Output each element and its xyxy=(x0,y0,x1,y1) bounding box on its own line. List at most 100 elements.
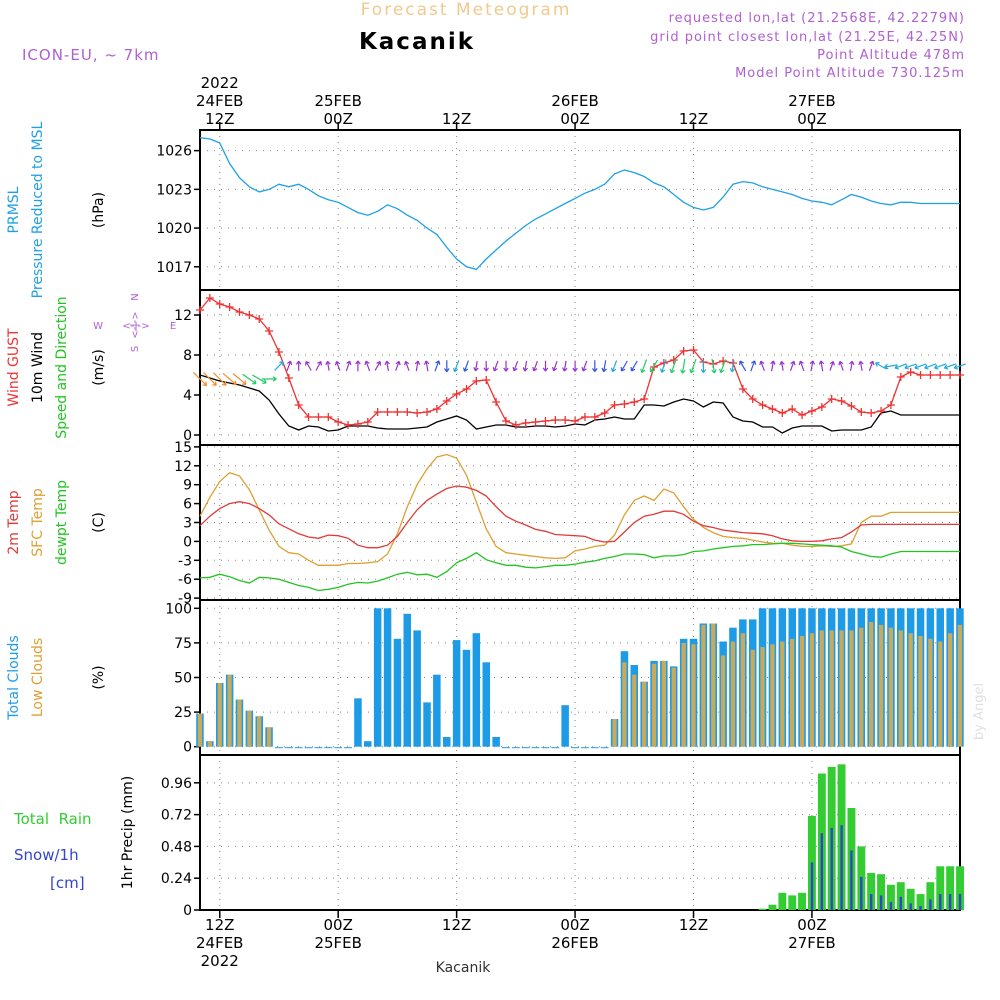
axis-label: (m/s) xyxy=(91,349,107,386)
wind-gust-marker xyxy=(196,306,204,314)
wind-gust-marker xyxy=(423,408,432,416)
wind-gust-marker xyxy=(413,409,422,417)
total-cloud-bar xyxy=(373,608,382,747)
rain-bar xyxy=(778,892,787,910)
wind-gust-marker xyxy=(788,405,797,413)
signature: by Angel xyxy=(972,683,987,740)
rain-bar xyxy=(768,904,777,910)
model-altitude: Model Point Altitude 730.125m xyxy=(735,66,965,81)
wind-gust-marker xyxy=(817,403,826,411)
wind-direction-arrow xyxy=(463,360,469,372)
wind-direction-arrow xyxy=(384,360,390,372)
wind-gust-marker xyxy=(956,371,964,379)
total-cloud-bar xyxy=(472,633,481,747)
y-tick-label: 1020 xyxy=(156,221,192,237)
snow-bar xyxy=(879,895,883,910)
x-tick-label-bottom: 24FEB xyxy=(196,934,243,952)
axis-label: 10m Wind xyxy=(30,332,46,403)
wind-direction-arrow xyxy=(739,360,747,372)
footer-location: Kacanik xyxy=(436,960,492,976)
temperature-panel: -9 -6 -3 0 3 6 9 12 15 2m Temp SFC Temp dewpt Temp (… xyxy=(6,440,961,607)
total-cloud-bar xyxy=(462,649,471,747)
wind-direction-arrow xyxy=(581,360,588,372)
wind-gust-marker xyxy=(946,371,955,379)
y-tick-label: 9 xyxy=(183,478,192,494)
wind-direction-arrow xyxy=(503,360,509,372)
snow-bar xyxy=(939,894,942,910)
axis-label: (%) xyxy=(91,665,107,689)
x-tick-label-bottom: 25FEB xyxy=(314,934,361,952)
y-tick-label: 6 xyxy=(183,497,192,513)
low-cloud-bar xyxy=(612,719,617,747)
low-cloud-bar xyxy=(681,642,686,747)
pressure-line xyxy=(199,137,960,271)
low-cloud-bar xyxy=(780,641,785,747)
y-tick-label: 12 xyxy=(174,459,192,475)
panel-frame xyxy=(199,599,961,756)
wind-direction-arrow xyxy=(232,373,247,386)
wind-gust-marker xyxy=(580,413,589,421)
low-cloud-bar xyxy=(869,622,874,747)
wind-gust-marker xyxy=(867,409,876,417)
x-tick-label-top: 2022 xyxy=(201,74,239,92)
wind-direction-arrow xyxy=(532,360,538,372)
low-cloud-bar xyxy=(247,710,252,747)
snow-bar xyxy=(958,894,962,910)
wind-gust-marker xyxy=(630,398,639,406)
wind-gust-marker xyxy=(561,416,570,424)
x-tick-label-top: 00Z xyxy=(560,110,589,128)
low-cloud-bar xyxy=(642,681,647,747)
wind-panel: N S W E <-|-> <-|-> 0 4 8 12 Wind GUST 10m Wi… xyxy=(6,289,966,446)
wind-direction-arrow xyxy=(295,360,302,371)
wind-direction-arrow xyxy=(789,360,796,372)
low-cloud-bar xyxy=(878,624,884,747)
wind-gust-marker xyxy=(679,347,688,355)
y-tick-label: 1026 xyxy=(156,144,192,160)
low-cloud-bar xyxy=(938,641,943,747)
temp-2m-line xyxy=(199,485,960,549)
x-tick-label-bottom: 00Z xyxy=(560,916,589,934)
axis-label: Speed and Direction xyxy=(54,296,70,438)
y-tick-label: 3 xyxy=(183,516,192,532)
wind-gust-marker xyxy=(452,390,461,398)
wind-direction-arrow xyxy=(630,360,638,372)
wind-direction-arrow xyxy=(875,362,887,370)
wind-gust-marker xyxy=(837,397,846,405)
compass-south: S xyxy=(130,346,141,352)
wind-direction-arrow xyxy=(325,360,331,371)
wind-direction-arrow xyxy=(868,360,875,372)
wind-gust-marker xyxy=(778,409,787,417)
wind-direction-arrow xyxy=(914,363,927,370)
x-tick-label-bottom: 12Z xyxy=(442,916,471,934)
y-tick-label: 0 xyxy=(183,740,192,756)
y-tick-label: 12 xyxy=(174,308,192,324)
low-cloud-bar xyxy=(237,699,242,747)
low-cloud-bar xyxy=(651,663,657,747)
clouds-panel: 0 25 50 75 100 Total Clouds Low Clouds (%) xyxy=(6,599,964,756)
rain-bar xyxy=(926,882,935,910)
wind-direction-arrow xyxy=(601,360,607,373)
wind-gust-marker xyxy=(363,418,372,426)
model-label: ICON-EU, ~ 7km xyxy=(22,46,160,64)
wind-direction-arrow xyxy=(444,360,450,373)
wind-direction-arrow xyxy=(904,363,917,370)
wind-gust-marker xyxy=(245,311,254,319)
wind-gust-marker xyxy=(215,300,224,308)
rain-bar xyxy=(798,892,806,910)
total-cloud-bar xyxy=(452,640,461,747)
wind-direction-arrow xyxy=(660,359,667,373)
snow-bar xyxy=(850,850,853,910)
y-tick-label: 0.96 xyxy=(161,776,192,792)
y-tick-label: 4 xyxy=(183,388,192,404)
wind-direction-arrow xyxy=(423,360,430,372)
low-cloud-bar xyxy=(266,727,272,747)
low-cloud-bar xyxy=(839,630,844,747)
x-tick-label-bottom: 12Z xyxy=(205,916,234,934)
wind-gust-marker xyxy=(324,413,333,421)
y-tick-label: 100 xyxy=(165,601,192,617)
wind-gust-marker xyxy=(304,413,313,421)
wind-direction-arrow xyxy=(818,360,825,372)
low-cloud-bar xyxy=(740,633,745,747)
panel-frame xyxy=(199,444,961,601)
wind-gust-marker xyxy=(255,315,264,323)
